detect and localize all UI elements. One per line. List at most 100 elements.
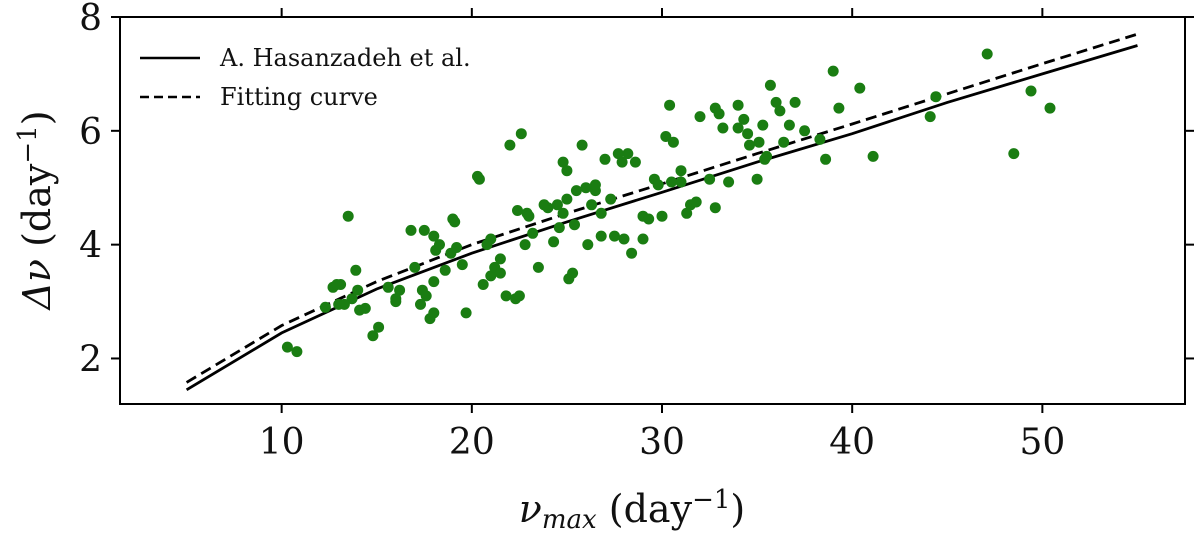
data-point — [717, 122, 729, 134]
data-point — [477, 279, 489, 290]
data-point — [589, 179, 601, 191]
data-point — [643, 213, 655, 225]
data-point — [481, 239, 493, 251]
y-tick-label-1: 4 — [79, 226, 102, 267]
legend-label-hasanzadeh: A. Hasanzadeh et al. — [219, 44, 471, 72]
data-point — [350, 264, 362, 276]
data-point — [500, 290, 512, 302]
data-point — [656, 210, 668, 222]
data-point — [352, 284, 364, 296]
data-point — [281, 341, 293, 353]
data-point — [494, 253, 506, 265]
data-point — [605, 193, 617, 205]
data-point — [799, 125, 811, 137]
data-point — [557, 207, 569, 219]
data-point — [582, 239, 594, 251]
data-point — [409, 261, 421, 273]
data-point — [616, 156, 628, 168]
data-point — [694, 111, 706, 123]
data-point — [532, 261, 544, 273]
data-point — [460, 307, 472, 319]
x-tick-label-1: 20 — [449, 422, 495, 463]
data-point — [415, 298, 426, 310]
data-point — [732, 99, 744, 111]
data-point — [924, 111, 936, 123]
data-point — [833, 102, 845, 114]
data-point — [394, 284, 406, 296]
data-point — [576, 139, 588, 151]
data-point — [660, 131, 672, 142]
y-axis-label: Δν (day−1) — [13, 110, 59, 311]
data-point — [342, 210, 354, 222]
data-point — [675, 165, 687, 177]
data-point — [586, 199, 598, 211]
data-point — [764, 79, 776, 91]
data-point — [595, 230, 607, 242]
x-tick-label-4: 50 — [1019, 422, 1065, 463]
data-point — [981, 48, 993, 60]
data-point — [561, 193, 573, 205]
data-point — [428, 307, 440, 319]
data-point — [367, 330, 379, 342]
data-point — [580, 182, 592, 194]
data-point — [513, 290, 525, 302]
data-point — [570, 185, 582, 197]
data-point — [428, 276, 440, 288]
data-point — [820, 153, 832, 165]
data-point — [359, 302, 371, 314]
plot-frame — [119, 16, 1186, 405]
data-point — [774, 105, 786, 117]
data-point — [390, 296, 402, 308]
x-tick-label-3: 40 — [829, 422, 875, 463]
data-point — [373, 321, 385, 333]
data-point — [930, 91, 942, 103]
data-point — [753, 136, 765, 148]
data-point — [814, 133, 826, 145]
data-point — [519, 239, 531, 251]
data-point — [723, 176, 735, 188]
data-point — [637, 233, 649, 245]
data-point — [732, 122, 744, 134]
data-point — [759, 153, 771, 165]
data-point — [709, 202, 721, 214]
data-point — [456, 259, 468, 271]
data-point — [405, 224, 417, 236]
y-tick-label-0: 2 — [79, 339, 102, 380]
data-point — [319, 301, 331, 313]
data-point — [451, 242, 463, 253]
y-tick-label-2: 6 — [79, 112, 102, 153]
data-point — [512, 205, 523, 216]
data-point — [618, 233, 630, 245]
data-point — [742, 128, 754, 140]
data-point — [713, 108, 725, 120]
data-point — [1008, 148, 1020, 160]
data-point — [494, 267, 506, 279]
data-point — [681, 207, 693, 219]
data-point — [652, 179, 664, 191]
data-point — [567, 267, 579, 279]
data-point — [675, 176, 687, 188]
data-point — [664, 99, 676, 111]
data-point — [666, 176, 677, 188]
data-point — [595, 207, 607, 219]
data-point — [757, 119, 769, 131]
data-point — [789, 96, 801, 108]
legend: A. Hasanzadeh et al. Fitting curve — [140, 44, 471, 111]
data-point — [1025, 85, 1037, 97]
data-point — [599, 153, 611, 165]
data-point — [485, 270, 497, 282]
data-point — [667, 136, 679, 148]
data-point — [778, 136, 790, 148]
data-point — [382, 281, 394, 293]
data-point — [609, 230, 620, 242]
data-point — [854, 82, 866, 94]
data-point — [538, 199, 550, 211]
data-point — [447, 213, 459, 225]
legend-label-fitting-curve: Fitting curve — [220, 83, 378, 111]
data-point — [783, 119, 795, 131]
data-point — [704, 173, 716, 185]
data-point — [548, 236, 560, 248]
plot-points — [281, 48, 1056, 358]
data-point — [690, 196, 702, 208]
